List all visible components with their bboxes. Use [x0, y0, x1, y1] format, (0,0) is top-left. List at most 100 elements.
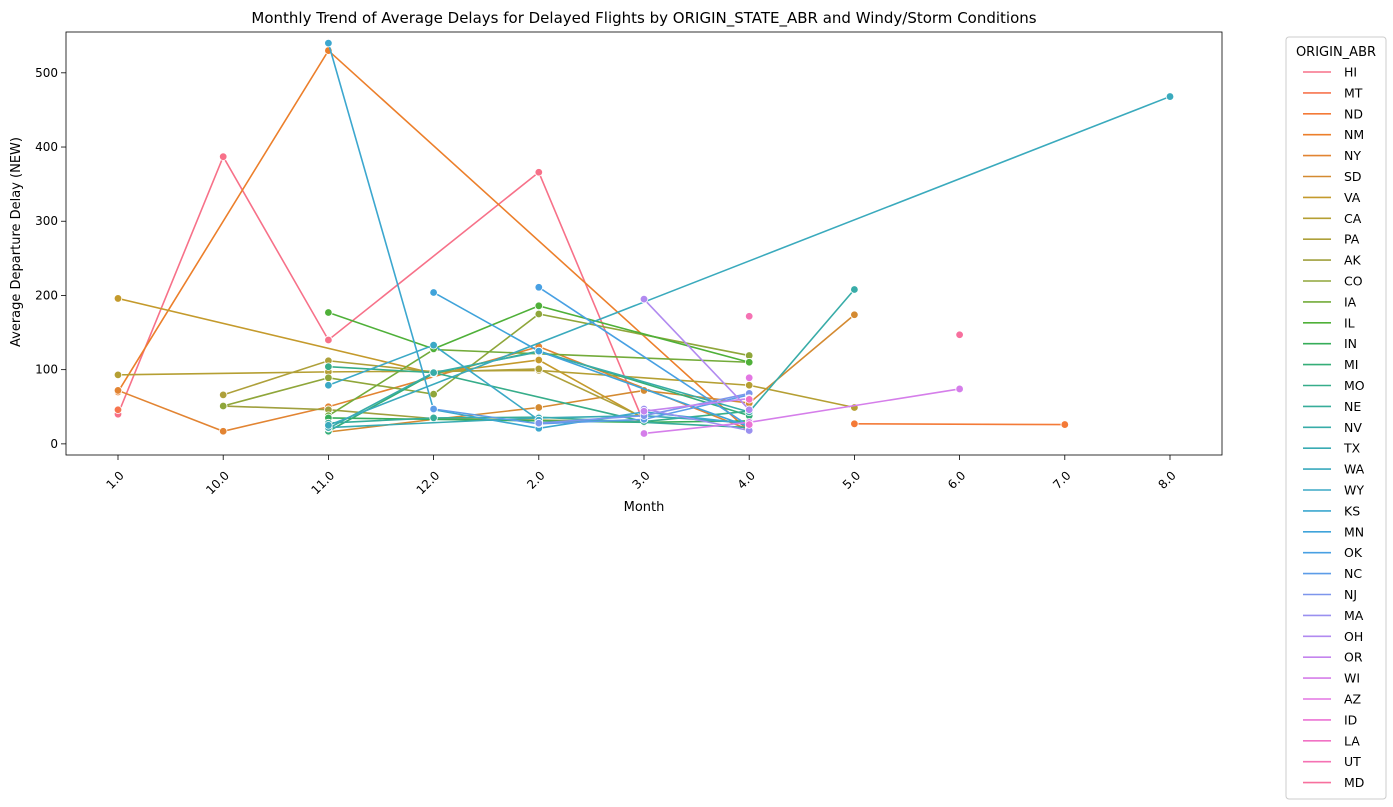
legend-label: CA: [1344, 211, 1362, 226]
x-axis-label: Month: [624, 500, 665, 515]
legend-label: NM: [1344, 127, 1364, 142]
x-tick-label: 8.0: [1155, 468, 1178, 491]
legend-label: CO: [1344, 274, 1363, 289]
series-wi: [639, 384, 964, 438]
legend-label: TX: [1343, 441, 1361, 456]
data-point: [324, 421, 333, 430]
data-point: [745, 381, 754, 390]
legend-label: NY: [1344, 148, 1361, 163]
legend-items: HI MT ND NM NY SD VA CA PA AK CO IA IL IN MI MO NE NV TX WA…: [1303, 65, 1365, 790]
x-tick-label: 2.0: [524, 468, 547, 491]
x-tick-label: 5.0: [840, 468, 863, 491]
series-line: [328, 288, 856, 429]
data-point: [745, 405, 754, 414]
data-point: [113, 386, 123, 395]
legend-label: MT: [1344, 85, 1363, 100]
data-point: [429, 389, 438, 399]
data-point: [324, 362, 333, 371]
legend-label: MO: [1344, 378, 1365, 393]
data-point: [955, 330, 964, 339]
legend-label: OH: [1344, 629, 1363, 644]
x-tick-label: 3.0: [629, 468, 652, 491]
data-point: [745, 420, 754, 429]
data-point: [113, 405, 123, 414]
data-point: [850, 285, 859, 294]
legend-frame: [1285, 36, 1387, 800]
legend-label: NJ: [1344, 587, 1357, 602]
x-tick-label: 7.0: [1050, 468, 1073, 491]
legend-title: ORIGIN_ABR: [1296, 45, 1376, 60]
series-line: [433, 394, 750, 425]
legend-label: IL: [1344, 315, 1355, 330]
y-axis: 0 100 200 300 400 500: [35, 66, 66, 451]
series-id: [745, 420, 754, 429]
data-point: [639, 407, 649, 416]
legend-label: OK: [1344, 545, 1363, 560]
data-point: [324, 38, 333, 48]
y-tick-label: 200: [35, 288, 58, 302]
series-md: [955, 330, 964, 339]
plot-area: [65, 31, 1223, 456]
data-point: [850, 419, 859, 429]
legend: ORIGIN_ABR HI MT ND NM NY SD VA CA PA AK CO IA IL IN M…: [1285, 36, 1387, 800]
data-point: [745, 395, 754, 404]
data-point: [218, 427, 228, 436]
data-point: [639, 429, 649, 438]
data-point: [534, 301, 543, 311]
legend-label: NC: [1344, 566, 1362, 581]
series-la: [745, 395, 754, 404]
legend-label: ID: [1344, 712, 1357, 727]
legend-label: WA: [1344, 462, 1365, 477]
legend-label: NE: [1344, 399, 1361, 414]
legend-label: UT: [1344, 754, 1361, 769]
x-axis: 1.0 10.0 11.0 12.0 2.0 3.0 4.0 5.0 6.0 7.0 8.0: [103, 455, 1179, 497]
series-oh: [639, 294, 754, 414]
legend-label: AZ: [1344, 692, 1361, 707]
data-point: [429, 340, 438, 350]
series-mt: [113, 405, 123, 414]
data-point: [745, 373, 754, 383]
data-point: [429, 368, 438, 377]
legend-label: HI: [1344, 65, 1357, 80]
legend-label: MI: [1344, 357, 1358, 372]
series-nd: [850, 419, 1069, 429]
data-point: [534, 355, 543, 365]
legend-label: WI: [1344, 671, 1360, 686]
data-point: [324, 381, 333, 390]
legend-label: VA: [1344, 190, 1361, 205]
legend-label: WY: [1344, 483, 1364, 498]
x-tick-label: 6.0: [945, 468, 968, 491]
legend-label: AK: [1344, 253, 1362, 268]
data-point: [1060, 420, 1069, 429]
data-point: [113, 294, 123, 303]
series-line: [854, 423, 1065, 426]
y-tick-label: 100: [35, 363, 58, 377]
x-tick-label: 1.0: [103, 468, 126, 491]
legend-label: IN: [1344, 336, 1357, 351]
data-point: [534, 418, 543, 428]
legend-label: ND: [1344, 106, 1363, 121]
x-tick-label: 11.0: [308, 468, 337, 497]
data-point: [1165, 92, 1175, 101]
y-axis-label: Average Departure Delay (NEW): [9, 137, 24, 347]
chart-title: Monthly Trend of Average Delays for Dela…: [251, 9, 1036, 28]
legend-label: SD: [1344, 169, 1362, 184]
data-point: [324, 335, 333, 345]
data-point: [218, 390, 228, 400]
y-tick-label: 400: [35, 140, 58, 154]
data-point: [113, 370, 123, 380]
x-tick-label: 10.0: [203, 468, 232, 497]
data-point: [850, 310, 859, 319]
data-point: [324, 373, 333, 383]
data-point: [639, 294, 649, 304]
legend-label: OR: [1344, 650, 1363, 665]
data-point: [955, 384, 964, 394]
legend-label: IA: [1344, 294, 1357, 309]
series-line: [328, 365, 750, 423]
legend-label: NV: [1344, 420, 1362, 435]
series-line: [643, 298, 750, 411]
series-line: [117, 297, 645, 420]
data-point: [429, 413, 438, 423]
data-point: [534, 168, 543, 177]
